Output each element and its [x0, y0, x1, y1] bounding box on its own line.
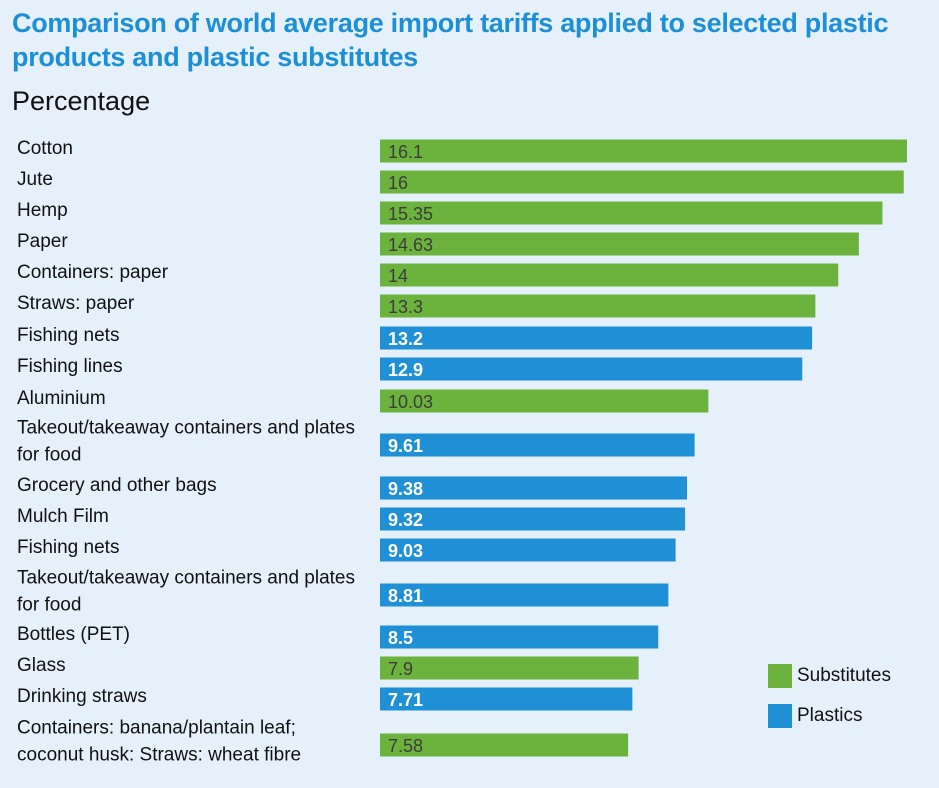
- bar-value-label: 16.1: [388, 142, 423, 162]
- bar-substitutes: [380, 656, 639, 680]
- category-label: coconut husk: Straws: wheat fibre: [17, 745, 301, 766]
- bar-substitutes: [380, 232, 859, 256]
- bar-substitutes: [380, 201, 883, 225]
- legend-item-plastics: Plastics: [768, 702, 928, 728]
- bar-value-label: 15.35: [388, 204, 433, 224]
- bar-substitutes: [380, 139, 907, 163]
- bar-plastics: [380, 625, 659, 649]
- category-label: Mulch Film: [17, 506, 109, 527]
- bar-substitutes: [380, 733, 629, 757]
- bar-substitutes: [380, 389, 709, 413]
- bar-substitutes: [380, 263, 839, 287]
- bar-value-label: 9.61: [388, 436, 423, 456]
- category-label: Containers: paper: [17, 262, 169, 283]
- category-label: for food: [17, 595, 81, 616]
- category-label: Paper: [17, 231, 68, 252]
- category-label: Drinking straws: [17, 686, 147, 707]
- bar-substitutes: [380, 294, 816, 318]
- category-label: Grocery and other bags: [17, 475, 217, 496]
- bar-value-label: 8.5: [388, 628, 413, 648]
- bar-value-label: 10.03: [388, 392, 433, 412]
- bar-value-label: 14.63: [388, 235, 433, 255]
- category-label: Jute: [17, 169, 53, 190]
- bar-value-label: 7.9: [388, 659, 413, 679]
- bar-value-label: 16: [388, 173, 408, 193]
- category-label: Fishing nets: [17, 537, 119, 558]
- legend-item-substitutes: Substitutes: [768, 662, 928, 688]
- bar-value-label: 14: [388, 266, 408, 286]
- category-label: Takeout/takeaway containers and plates: [17, 568, 355, 589]
- bar-value-label: 9.03: [388, 541, 423, 561]
- bar-plastics: [380, 538, 676, 562]
- category-label: Fishing lines: [17, 356, 123, 377]
- bar-value-label: 8.81: [388, 586, 423, 606]
- bar-value-label: 9.32: [388, 510, 423, 530]
- bar-plastics: [380, 687, 633, 711]
- bar-value-label: 7.71: [388, 690, 423, 710]
- category-label: Hemp: [17, 200, 68, 221]
- bar-plastics: [380, 433, 695, 457]
- legend-label-substitutes: Substitutes: [797, 665, 891, 686]
- bar-value-label: 12.9: [388, 360, 423, 380]
- category-label: for food: [17, 445, 81, 466]
- category-label: Containers: banana/plantain leaf;: [17, 718, 296, 739]
- bar-value-label: 7.58: [388, 736, 423, 756]
- legend-swatch-plastics: [768, 704, 792, 728]
- bar-plastics: [380, 326, 813, 350]
- bar-value-label: 9.38: [388, 479, 423, 499]
- bar-value-label: 13.2: [388, 329, 423, 349]
- bar-value-label: 13.3: [388, 297, 423, 317]
- chart-subtitle: Percentage: [12, 86, 151, 116]
- category-label: Bottles (PET): [17, 624, 130, 645]
- legend-label-plastics: Plastics: [797, 705, 863, 726]
- category-label: Glass: [17, 655, 66, 676]
- bar-plastics: [380, 583, 669, 607]
- category-label: Fishing nets: [17, 325, 119, 346]
- bar-substitutes: [380, 170, 904, 194]
- category-label: Cotton: [17, 138, 73, 159]
- legend-swatch-substitutes: [768, 664, 792, 688]
- category-label: Straws: paper: [17, 293, 135, 314]
- bar-plastics: [380, 357, 803, 381]
- category-label: Aluminium: [17, 388, 106, 409]
- category-label: Takeout/takeaway containers and plates: [17, 418, 355, 439]
- chart-title: Comparison of world average import tarif…: [12, 8, 889, 72]
- bar-plastics: [380, 476, 688, 500]
- bar-plastics: [380, 507, 686, 531]
